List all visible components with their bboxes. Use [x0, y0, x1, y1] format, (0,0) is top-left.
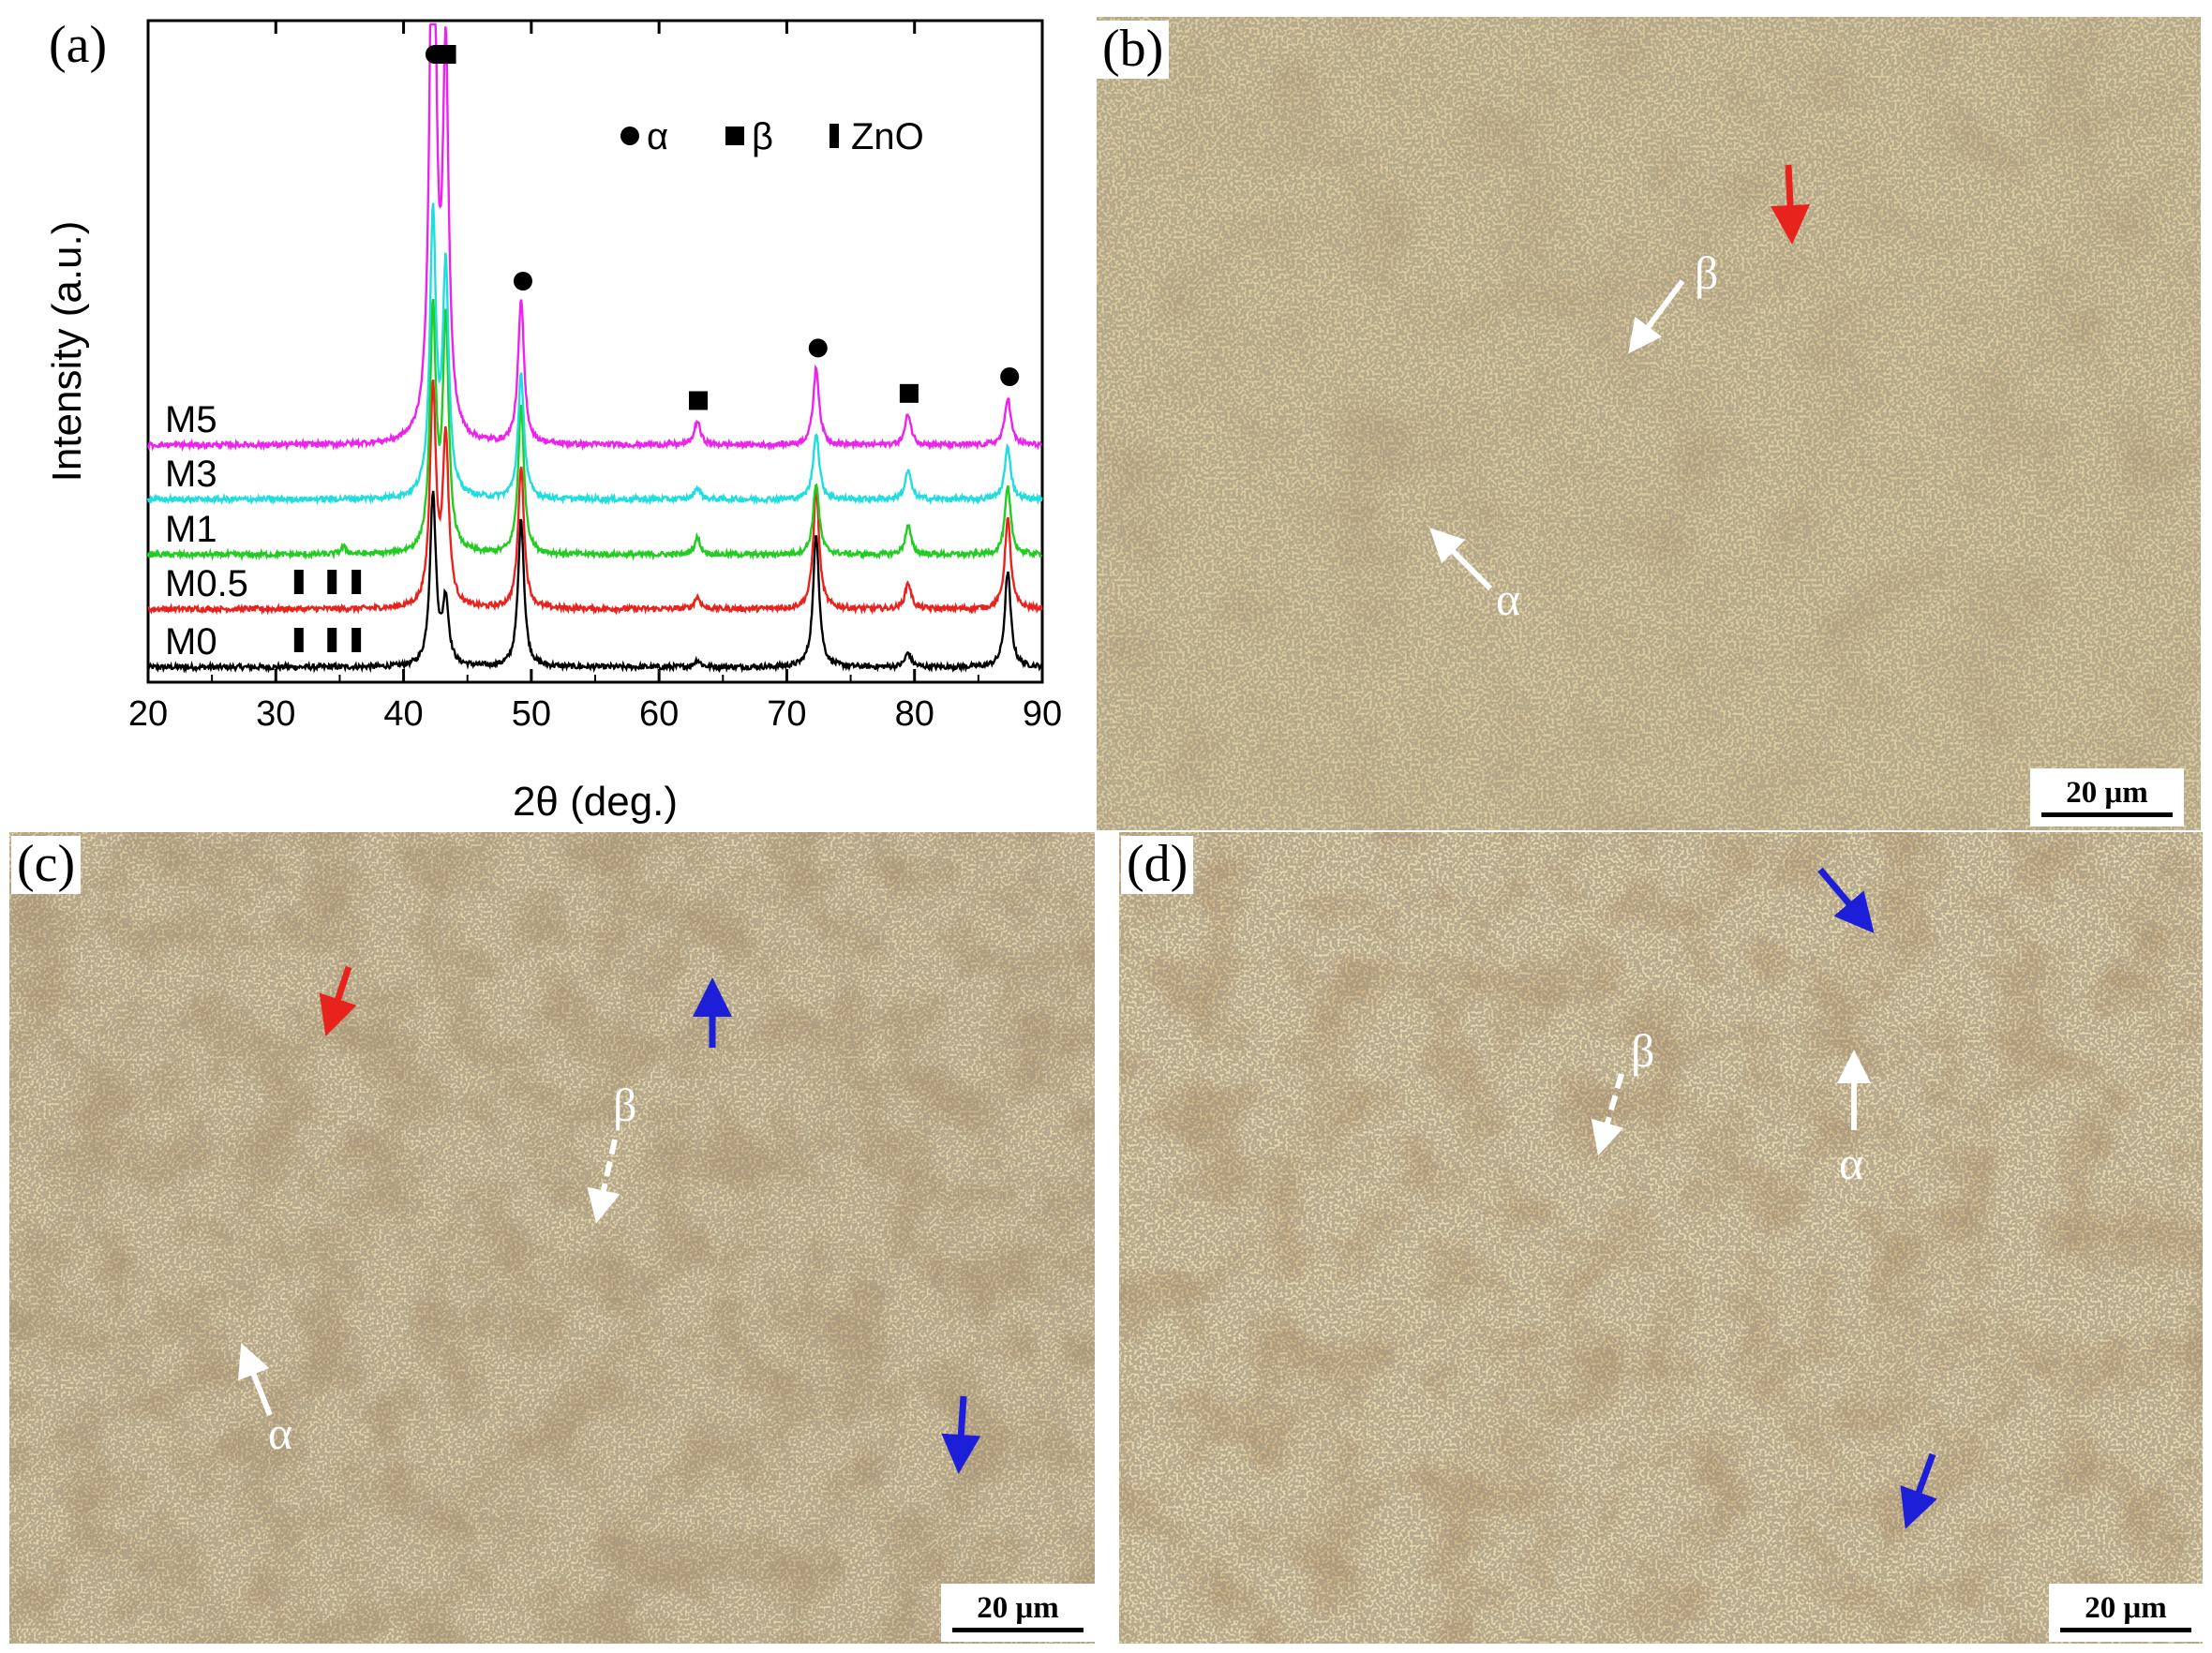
x-tick-label: 30	[256, 694, 295, 734]
beta-label-c: β	[613, 1079, 637, 1131]
micrograph-c	[9, 832, 1095, 1644]
scale-bar-d: 20 μm	[2049, 1584, 2203, 1642]
series-label-M0.5: M0.5	[165, 563, 248, 604]
zno-marker	[293, 570, 304, 594]
zno-marker	[351, 570, 362, 594]
series-line-M1	[146, 299, 1043, 562]
scale-bar-b-line	[2041, 812, 2173, 817]
alpha-marker	[808, 338, 828, 358]
x-tick-label: 70	[767, 694, 806, 734]
micrograph-b	[1097, 17, 2201, 830]
scale-bar-d-label: 20 μm	[2085, 1591, 2167, 1625]
legend-label: ZnO	[851, 116, 924, 157]
series-line-M3	[146, 202, 1043, 506]
series-line-M0.5	[147, 380, 1043, 616]
panel-label-a: (a)	[49, 16, 108, 74]
panel-label-d: (d)	[1121, 835, 1194, 894]
xrd-chart: 20 30 40 50 60 70 80 90 2θ (deg.) Intensity (a.u.…	[44, 19, 1062, 825]
zno-marker	[327, 570, 337, 594]
series-line-M5	[146, 22, 1043, 453]
micrograph-c-texture	[9, 832, 1095, 1644]
micrograph-b-texture	[1097, 17, 2201, 830]
alpha-marker	[513, 272, 532, 290]
x-tick-label: 80	[895, 694, 934, 734]
scale-bar-c-label: 20 μm	[977, 1591, 1059, 1625]
zno-marker	[293, 628, 304, 652]
zno-marker	[351, 628, 362, 652]
x-tick-label: 40	[383, 694, 423, 734]
legend-label: β	[752, 116, 773, 157]
x-tick-label: 60	[639, 694, 679, 734]
panel-label-c: (c)	[11, 835, 82, 894]
legend-label: α	[647, 116, 668, 157]
micrograph-d-texture	[1119, 832, 2203, 1644]
x-axis-label: 2θ (deg.)	[513, 779, 678, 825]
y-axis-label: Intensity (a.u.)	[44, 221, 90, 483]
series-label-M1: M1	[165, 509, 217, 550]
x-tick-label: 20	[128, 694, 168, 734]
alpha-label-c: α	[268, 1407, 293, 1459]
alpha-label-d: α	[1839, 1137, 1864, 1189]
beta-label-d: β	[1631, 1024, 1655, 1077]
scale-bar-c-line	[952, 1628, 1084, 1632]
beta-label-b: β	[1695, 246, 1719, 299]
x-tick-label: 50	[512, 694, 551, 734]
series-label-M0: M0	[165, 621, 217, 663]
zno-marker	[327, 628, 337, 652]
x-tick-label: 90	[1023, 694, 1062, 734]
legend-marker-alpha	[620, 127, 639, 145]
beta-marker	[899, 383, 919, 403]
beta-marker	[689, 391, 709, 410]
legend-marker-beta	[725, 127, 744, 145]
series-line-M0	[146, 490, 1043, 674]
alpha-marker	[1000, 367, 1020, 386]
alpha-label-b: α	[1496, 573, 1521, 625]
scale-bar-c: 20 μm	[941, 1584, 1095, 1642]
micrograph-d	[1119, 832, 2203, 1644]
xrd-panel: 20 30 40 50 60 70 80 90 2θ (deg.) Intensity (a.u.…	[0, 0, 1087, 825]
series-label-M3: M3	[165, 454, 217, 495]
panel-label-b: (b)	[1097, 20, 1170, 79]
series-label-M5: M5	[165, 399, 217, 440]
scale-bar-b: 20 μm	[2030, 768, 2184, 826]
scale-bar-d-line	[2060, 1628, 2191, 1632]
scale-bar-b-label: 20 μm	[2066, 776, 2148, 810]
legend-marker-zno	[830, 124, 839, 148]
beta-marker	[437, 45, 456, 64]
